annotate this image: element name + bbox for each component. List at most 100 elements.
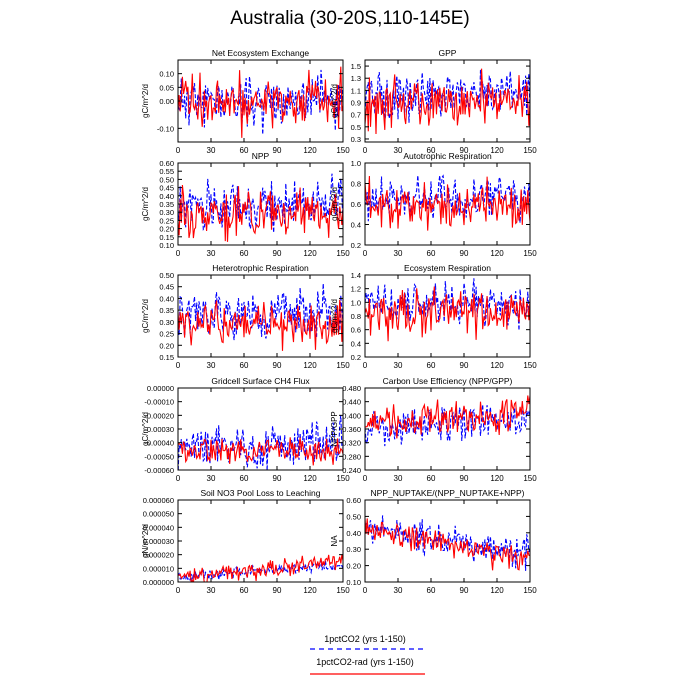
chart-grid: 0 30 60 90 120 150 -0.10 0.00 0.05 0.10 Net Ecosys… [141,48,537,595]
panel-title: NPP [252,151,270,161]
x-tick-label: 60 [427,586,436,595]
y-tick-label: 0.30 [159,318,174,327]
x-tick-label: 30 [394,586,403,595]
y-tick-label: 0.50 [346,512,361,521]
panel-8: 0 30 60 90 120 1500.2400.2800.3200.3600.4000.… [330,376,537,483]
y-tick-label: 0.320 [342,439,361,448]
series-line-red [178,184,343,242]
y-tick-label: -0.00030 [144,425,174,434]
plot-frame [177,274,344,358]
series-line-red [365,175,530,231]
plot-frame [364,59,531,143]
panel-2: 0 30 60 90 120 1500.30.50.70.91.11.31.5GPPgC/… [330,48,537,155]
y-tick-label: 0.35 [159,200,174,209]
x-tick-label: 120 [490,146,504,155]
series-line-red [178,554,343,582]
y-tick-label: 0.45 [159,184,174,193]
x-tick-label: 0 [176,146,181,155]
x-tick-label: 150 [336,249,350,258]
y-tick-label: 0.15 [159,353,174,362]
series-line-red [178,299,343,351]
x-tick-label: 90 [460,586,469,595]
x-tick-label: 0 [176,249,181,258]
legend-label-1pctco2-rad: 1pctCO2-rad (yrs 1-150) [316,657,414,667]
series-line-red [365,518,530,571]
y-tick-label: -0.10 [157,124,174,133]
x-tick-label: 150 [336,474,350,483]
x-tick-label: 0 [363,249,368,258]
series-line-red [365,286,530,342]
y-tick-label: 0.440 [342,398,361,407]
panel-title: Gridcell Surface CH4 Flux [211,376,310,386]
y-tick-label: 1.0 [351,159,361,168]
x-tick-label: 90 [460,474,469,483]
y-tick-label: 0.3 [351,135,361,144]
y-tick-label: 0.400 [342,411,361,420]
y-tick-label: 0.45 [159,283,174,292]
y-axis-label: gC/m^2/d [141,299,150,333]
x-tick-label: 150 [336,586,350,595]
panel-6: 0 30 60 90 120 1500.20.40.60.81.01.21.4Ecosys… [330,263,537,370]
x-tick-label: 90 [273,474,282,483]
x-tick-label: 90 [273,361,282,370]
x-tick-label: 150 [336,146,350,155]
y-axis-label: gC/m^2/d [141,84,150,118]
y-tick-label: 0.480 [342,384,361,393]
y-tick-label: -0.00040 [144,439,174,448]
y-axis-label: gC/m^2/d [141,412,150,446]
x-tick-label: 60 [240,146,249,155]
x-tick-label: 30 [207,361,216,370]
y-tick-label: 0.00000 [147,384,174,393]
panel-10: 0 30 60 90 120 1500.100.200.300.400.500.60NPP… [330,488,537,595]
x-tick-label: 120 [303,361,317,370]
legend-line-1pctco2-rad [310,673,425,675]
series-line-blue [178,283,343,341]
x-tick-label: 60 [427,249,436,258]
y-tick-label: 0.60 [159,159,174,168]
y-tick-label: -0.00020 [144,411,174,420]
y-tick-label: 0.5 [351,123,361,132]
y-tick-label: 0.7 [351,111,361,120]
x-tick-label: 60 [240,474,249,483]
y-tick-label: 0.000020 [143,551,174,560]
x-tick-label: 150 [523,249,537,258]
panel-title: Soil NO3 Pool Loss to Leaching [200,488,320,498]
panel-4: 0 30 60 90 120 1500.20.40.60.81.0Autotrophic … [330,151,537,258]
x-tick-label: 30 [394,474,403,483]
x-tick-label: 60 [427,474,436,483]
y-tick-label: 0.9 [351,99,361,108]
panel-1: 0 30 60 90 120 150 -0.10 0.00 0.05 0.10 Net Ecosys… [141,48,350,155]
x-tick-label: 90 [460,146,469,155]
panel-title: GPP [439,48,457,58]
y-axis-label: gC/m^2/d [330,84,339,118]
y-tick-label: 0.2 [351,241,361,250]
y-tick-label: -0.00060 [144,466,174,475]
y-tick-label: 0.10 [159,241,174,250]
y-tick-label: 0.8 [351,180,361,189]
plot-frame [364,499,531,583]
x-tick-label: 120 [490,361,504,370]
x-tick-label: 90 [460,361,469,370]
y-tick-label: 0.15 [159,233,174,242]
x-tick-label: 120 [303,146,317,155]
series-line-red [365,68,530,135]
y-tick-label: 0.25 [159,330,174,339]
x-tick-label: 30 [207,586,216,595]
x-tick-label: 30 [207,474,216,483]
x-tick-label: 150 [523,361,537,370]
y-tick-label: 1.2 [351,285,361,294]
y-tick-label: 0.10 [159,70,174,79]
panel-title: Net Ecosystem Exchange [212,48,310,58]
x-tick-label: 90 [273,249,282,258]
x-tick-label: 0 [176,361,181,370]
x-tick-label: 0 [363,361,368,370]
y-tick-label: 0.000040 [143,523,174,532]
y-tick-label: 0.05 [159,83,174,92]
y-tick-label: 0.4 [351,221,361,230]
panel-9: 0 30 60 90 120 150 0.000000 0.000010 0.000020 0.0… [141,488,350,595]
y-tick-label: 0.280 [342,452,361,461]
legend-label-1pctco2: 1pctCO2 (yrs 1-150) [324,634,406,644]
y-tick-label: 1.1 [351,86,361,95]
panel-title: Heterotrophic Respiration [212,263,309,273]
y-tick-label: 0.000030 [143,537,174,546]
